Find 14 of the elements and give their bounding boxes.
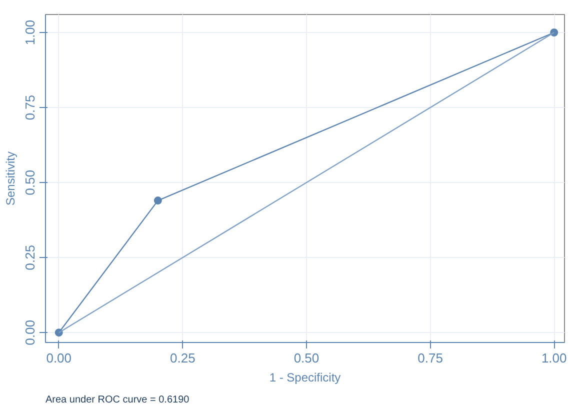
x-tick-label: 0.00	[46, 350, 72, 366]
y-axis-title: Sensitivity	[4, 151, 18, 206]
x-tick-label: 0.75	[418, 350, 443, 366]
x-tick-label: 0.50	[294, 350, 320, 366]
x-axis-title: 1 - Specificity	[269, 370, 341, 384]
y-tick-label: 1.00	[22, 20, 38, 46]
y-tick-label: 0.25	[22, 244, 38, 270]
text: Area under ROC curve = 0.6190	[46, 394, 190, 406]
point	[154, 196, 162, 205]
x-tick-label: 0.25	[170, 350, 196, 366]
x-tick-label: 1.00	[541, 350, 567, 366]
y-tick-label: 0.00	[22, 320, 38, 346]
y-tick-label: 0.50	[22, 170, 38, 196]
y-tick-label: 0.75	[22, 94, 38, 120]
